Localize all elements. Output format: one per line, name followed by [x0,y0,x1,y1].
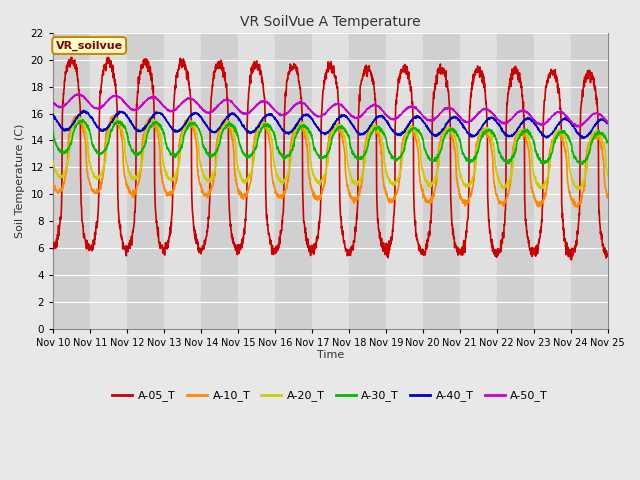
Bar [349,33,386,329]
Bar [127,33,164,329]
Bar [238,33,275,329]
Bar [312,33,349,329]
Bar [53,33,90,329]
Bar [53,33,90,329]
Bar [201,33,238,329]
X-axis label: Time: Time [317,350,344,360]
Bar [423,33,460,329]
Bar [90,33,127,329]
Bar [349,33,386,329]
Y-axis label: Soil Temperature (C): Soil Temperature (C) [15,124,25,238]
Bar [423,33,460,329]
Bar [460,33,497,329]
Bar [571,33,608,329]
Bar [497,33,534,329]
Legend: A-05_T, A-10_T, A-20_T, A-30_T, A-40_T, A-50_T: A-05_T, A-10_T, A-20_T, A-30_T, A-40_T, … [108,386,552,406]
Bar [238,33,275,329]
Bar [201,33,238,329]
Bar [312,33,349,329]
Bar [164,33,201,329]
Bar [386,33,423,329]
Bar [534,33,571,329]
Bar [571,33,608,329]
Bar [275,33,312,329]
Text: VR_soilvue: VR_soilvue [56,40,123,50]
Bar [534,33,571,329]
Bar [386,33,423,329]
Bar [497,33,534,329]
Bar [127,33,164,329]
Bar [90,33,127,329]
Bar [164,33,201,329]
Bar [275,33,312,329]
Title: VR SoilVue A Temperature: VR SoilVue A Temperature [240,15,420,29]
Bar [460,33,497,329]
